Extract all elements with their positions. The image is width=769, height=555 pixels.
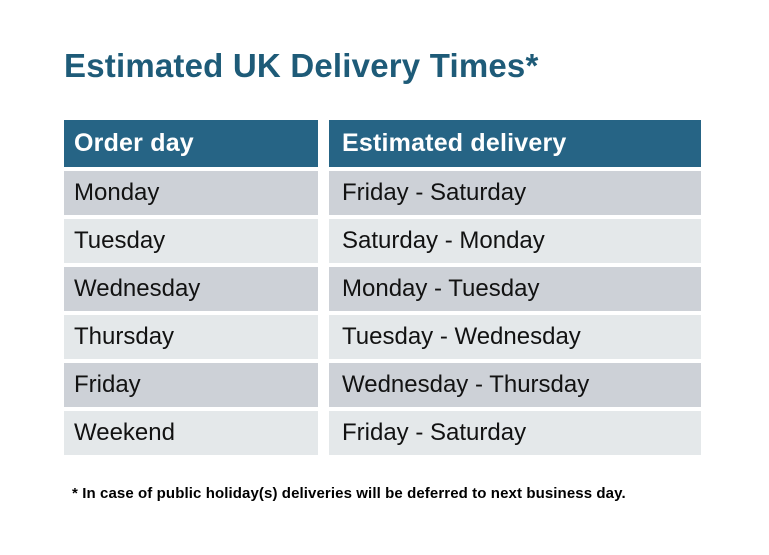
order-day-cell: Monday xyxy=(64,171,318,215)
footnote: * In case of public holiday(s) deliverie… xyxy=(72,485,626,502)
delivery-times-table: Order day Estimated delivery Monday Frida… xyxy=(64,120,701,455)
estimated-delivery-cell: Tuesday - Wednesday xyxy=(329,315,701,359)
order-day-cell: Tuesday xyxy=(64,219,318,263)
order-day-cell: Wednesday xyxy=(64,267,318,311)
column-header-order-day: Order day xyxy=(64,120,318,167)
column-header-estimated-delivery: Estimated delivery xyxy=(329,120,701,167)
order-day-cell: Weekend xyxy=(64,411,318,455)
estimated-delivery-cell: Friday - Saturday xyxy=(329,411,701,455)
order-day-cell: Thursday xyxy=(64,315,318,359)
order-day-cell: Friday xyxy=(64,363,318,407)
estimated-delivery-cell: Saturday - Monday xyxy=(329,219,701,263)
estimated-delivery-cell: Wednesday - Thursday xyxy=(329,363,701,407)
estimated-delivery-cell: Friday - Saturday xyxy=(329,171,701,215)
page-title: Estimated UK Delivery Times* xyxy=(64,47,539,84)
estimated-delivery-cell: Monday - Tuesday xyxy=(329,267,701,311)
